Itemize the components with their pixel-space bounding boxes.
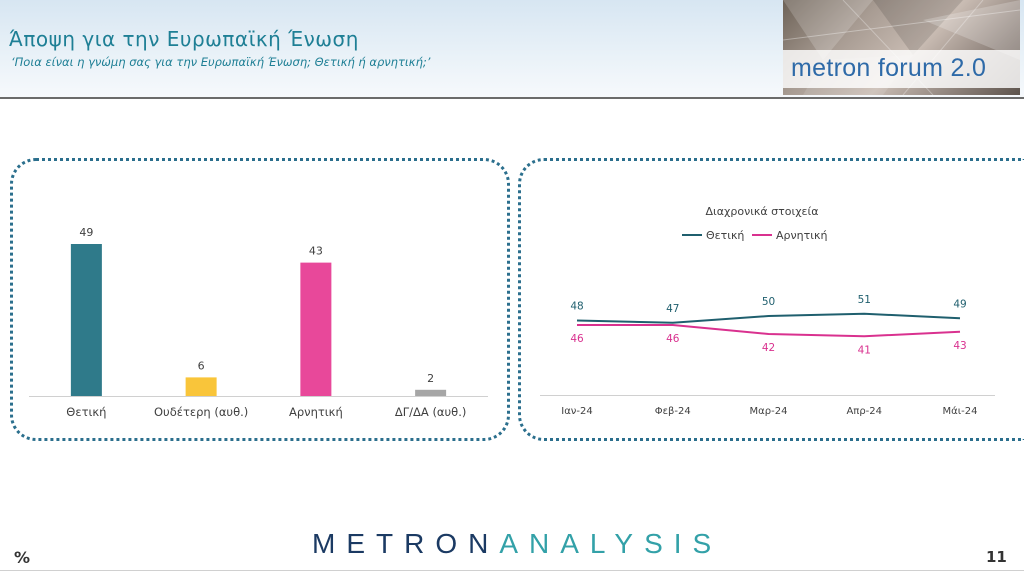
bar-chart-panel — [10, 158, 510, 441]
data-label: 51 — [858, 294, 871, 306]
x-tick-label: Μάι-24 — [943, 405, 978, 417]
bar-value-label: 6 — [198, 359, 205, 372]
page-title: Άποψη για την Ευρωπαϊκή Ένωση — [9, 27, 359, 51]
x-tick-label: Μαρ-24 — [750, 406, 788, 417]
data-label: 46 — [570, 333, 584, 345]
data-label: 48 — [570, 301, 583, 313]
x-tick-label: Φεβ-24 — [655, 406, 691, 417]
line-chart-title: Διαχρονικά στοιχεία — [706, 205, 819, 218]
bar-0 — [70, 244, 102, 396]
data-label: 46 — [666, 333, 680, 345]
header-banner: Άποψη για την Ευρωπαϊκή Ένωση ‘Ποια είνα… — [0, 0, 1024, 99]
legend-label: Θετική — [706, 229, 744, 242]
x-tick-label: Απρ-24 — [846, 406, 882, 417]
bar-value-label: 43 — [309, 245, 323, 258]
bar-value-label: 49 — [79, 226, 93, 239]
metron-forum-logo: metron forum 2.0 — [783, 0, 1020, 95]
bar-2 — [300, 262, 332, 396]
page-number: 11 — [986, 548, 1007, 566]
bar-value-label: 2 — [427, 372, 434, 385]
data-label: 43 — [953, 340, 966, 352]
data-label: 50 — [762, 296, 775, 308]
bar-category-label: ΔΓ/ΔΑ (αυθ.) — [395, 405, 466, 419]
line-chart-panel — [518, 158, 1024, 441]
page-subtitle: ‘Ποια είναι η γνώμη σας για την Ευρωπαϊκ… — [11, 55, 431, 69]
data-label: 47 — [666, 303, 679, 315]
metron-analysis-logo: METRONANALYSIS — [312, 528, 722, 560]
series-line-0 — [576, 312, 961, 324]
brand-part-2: ANALYSIS — [499, 528, 723, 559]
logo-text: metron forum 2.0 — [791, 54, 987, 82]
data-label: 41 — [858, 344, 871, 356]
bar-category-label: Αρνητική — [289, 405, 343, 419]
series-line-1 — [577, 324, 961, 338]
data-label: 49 — [953, 298, 966, 310]
legend-label: Αρνητική — [776, 229, 827, 242]
logo-background-graphic — [783, 0, 1020, 95]
data-label: 42 — [762, 342, 775, 354]
brand-part-1: METRON — [312, 528, 500, 559]
bar-category-label: Θετική — [66, 405, 106, 419]
bar-1 — [185, 377, 217, 396]
bar-3 — [415, 389, 447, 396]
unit-label: % — [14, 548, 31, 567]
bar-category-label: Ουδέτερη (αυθ.) — [154, 405, 248, 419]
footer-divider — [0, 570, 1024, 571]
x-tick-label: Ιαν-24 — [561, 406, 592, 417]
